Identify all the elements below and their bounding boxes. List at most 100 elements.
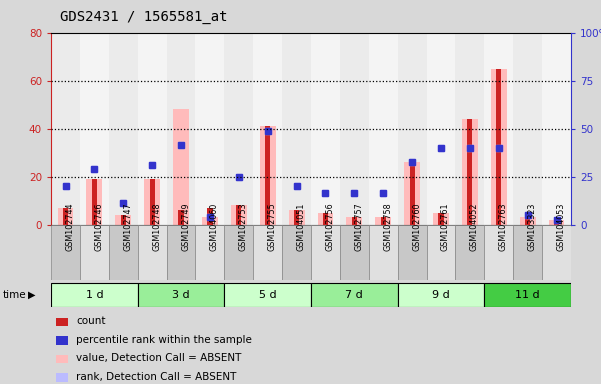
Text: 1 d: 1 d xyxy=(85,290,103,300)
Text: GSM102758: GSM102758 xyxy=(383,202,392,251)
Bar xyxy=(311,283,398,307)
Bar xyxy=(224,33,253,225)
Bar xyxy=(115,215,131,225)
Bar xyxy=(375,217,391,225)
Bar xyxy=(56,318,68,326)
Bar xyxy=(121,215,126,225)
Bar xyxy=(294,210,299,225)
Bar xyxy=(433,213,449,225)
Bar xyxy=(404,162,420,225)
Text: GSM103323: GSM103323 xyxy=(528,203,537,251)
Text: 5 d: 5 d xyxy=(259,290,276,300)
Bar xyxy=(265,126,270,225)
Bar xyxy=(138,33,166,225)
Bar xyxy=(484,225,513,280)
Bar xyxy=(63,208,68,225)
Bar xyxy=(542,33,571,225)
Bar xyxy=(224,283,311,307)
Bar xyxy=(340,33,369,225)
Bar xyxy=(56,373,68,382)
Text: percentile rank within the sample: percentile rank within the sample xyxy=(76,335,252,345)
Bar xyxy=(109,225,138,280)
Bar xyxy=(207,208,213,225)
Text: GSM102747: GSM102747 xyxy=(123,202,132,251)
Text: GSM102746: GSM102746 xyxy=(94,203,103,251)
Text: 7 d: 7 d xyxy=(346,290,363,300)
Bar xyxy=(195,225,224,280)
Bar xyxy=(231,205,247,225)
Bar xyxy=(311,33,340,225)
Bar xyxy=(496,69,501,225)
Text: GSM102760: GSM102760 xyxy=(412,203,421,251)
Bar xyxy=(438,213,444,225)
Bar xyxy=(352,217,357,225)
Bar xyxy=(409,162,415,225)
Bar xyxy=(109,33,138,225)
Bar xyxy=(253,225,282,280)
Bar xyxy=(427,33,456,225)
Bar xyxy=(178,210,184,225)
Bar xyxy=(525,217,530,225)
Bar xyxy=(513,33,542,225)
Bar xyxy=(87,179,102,225)
Text: GSM102756: GSM102756 xyxy=(326,202,335,251)
Text: GDS2431 / 1565581_at: GDS2431 / 1565581_at xyxy=(60,10,228,23)
Bar xyxy=(554,220,559,225)
Bar xyxy=(58,208,73,225)
Bar xyxy=(317,213,334,225)
Bar xyxy=(144,179,160,225)
Text: GSM102761: GSM102761 xyxy=(441,203,450,251)
Bar xyxy=(398,283,484,307)
Bar xyxy=(398,225,427,280)
Bar xyxy=(484,283,571,307)
Bar xyxy=(346,217,362,225)
Bar xyxy=(427,225,456,280)
Text: GSM102744: GSM102744 xyxy=(66,203,75,251)
Text: 3 d: 3 d xyxy=(172,290,190,300)
Bar xyxy=(150,179,155,225)
Bar xyxy=(166,33,195,225)
Bar xyxy=(542,225,571,280)
Bar xyxy=(224,225,253,280)
Bar xyxy=(462,119,478,225)
Text: ▶: ▶ xyxy=(28,290,35,300)
Bar xyxy=(56,355,68,363)
Bar xyxy=(80,225,109,280)
Text: rank, Detection Call = ABSENT: rank, Detection Call = ABSENT xyxy=(76,372,237,382)
Bar xyxy=(92,179,97,225)
Bar xyxy=(520,217,535,225)
Bar xyxy=(456,33,484,225)
Text: GSM104051: GSM104051 xyxy=(296,203,305,251)
Bar xyxy=(467,119,472,225)
Text: time: time xyxy=(3,290,26,300)
Text: GSM102748: GSM102748 xyxy=(152,203,161,251)
Bar xyxy=(202,217,218,225)
Bar xyxy=(369,225,398,280)
Text: GSM104060: GSM104060 xyxy=(210,203,219,251)
Bar xyxy=(138,225,166,280)
Bar xyxy=(51,283,138,307)
Bar xyxy=(323,213,328,225)
Bar xyxy=(236,205,242,225)
Bar xyxy=(491,69,507,225)
Bar xyxy=(549,220,564,225)
Bar xyxy=(253,33,282,225)
Bar xyxy=(260,126,276,225)
Bar xyxy=(195,33,224,225)
Bar xyxy=(380,217,386,225)
Text: GSM104053: GSM104053 xyxy=(557,203,566,251)
Text: GSM104052: GSM104052 xyxy=(470,203,479,251)
Text: GSM102749: GSM102749 xyxy=(181,202,190,251)
Bar xyxy=(456,225,484,280)
Bar xyxy=(56,336,68,344)
Bar xyxy=(484,33,513,225)
Text: 11 d: 11 d xyxy=(515,290,540,300)
Bar xyxy=(173,109,189,225)
Text: value, Detection Call = ABSENT: value, Detection Call = ABSENT xyxy=(76,353,242,363)
Bar xyxy=(166,225,195,280)
Bar xyxy=(369,33,398,225)
Bar xyxy=(398,33,427,225)
Text: GSM102755: GSM102755 xyxy=(267,202,276,251)
Bar xyxy=(288,210,305,225)
Text: GSM102757: GSM102757 xyxy=(355,202,364,251)
